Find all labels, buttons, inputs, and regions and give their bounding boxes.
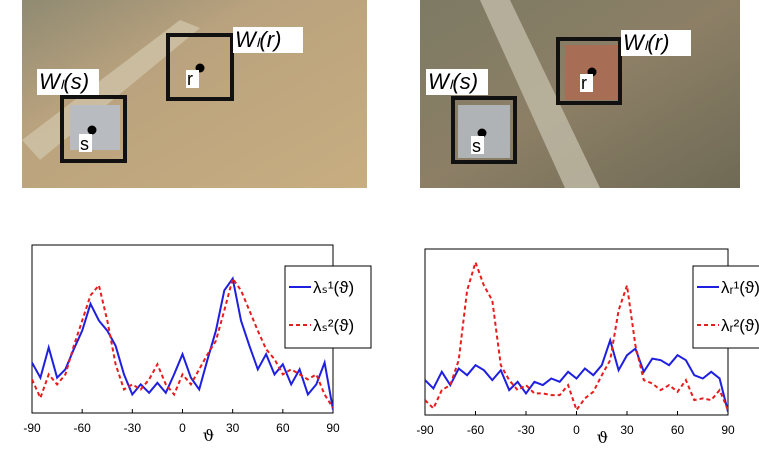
x-tick-label: 60 bbox=[671, 423, 685, 437]
window-label: Wₗ(s) bbox=[39, 69, 89, 94]
window-box bbox=[60, 95, 127, 163]
plot-frame bbox=[31, 244, 334, 414]
windows bbox=[60, 33, 622, 164]
x-tick-label: -30 bbox=[124, 421, 142, 435]
legend-label: λᵣ¹(ϑ) bbox=[721, 278, 759, 297]
label-bg bbox=[580, 74, 593, 92]
label-bg bbox=[426, 69, 488, 95]
point-label: s bbox=[80, 134, 89, 154]
point-dot bbox=[477, 128, 487, 138]
legend-label: λₛ²(ϑ) bbox=[313, 316, 354, 335]
series-line bbox=[425, 259, 728, 413]
x-tick-label: -90 bbox=[23, 421, 41, 435]
legend-box bbox=[284, 265, 372, 349]
road bbox=[480, 0, 600, 188]
label-bg bbox=[621, 30, 691, 56]
window-box bbox=[451, 96, 517, 164]
legend-box bbox=[692, 265, 759, 349]
point-label: r bbox=[187, 69, 193, 89]
x-tick-label: -30 bbox=[517, 423, 535, 437]
window-box bbox=[556, 37, 622, 105]
window-label: Wₗ(r) bbox=[235, 27, 281, 52]
point-label: s bbox=[472, 136, 481, 156]
point-label: r bbox=[581, 73, 587, 93]
x-tick-label: -60 bbox=[73, 421, 91, 435]
point-dot bbox=[87, 125, 97, 135]
window-box bbox=[166, 33, 234, 101]
x-axis-label: ϑ bbox=[597, 428, 608, 447]
label-bg bbox=[233, 27, 303, 53]
x-tick-label: 60 bbox=[276, 421, 290, 435]
window-label: Wₗ(r) bbox=[623, 30, 669, 55]
label-bg bbox=[471, 136, 484, 154]
legend-label: λᵣ²(ϑ) bbox=[721, 316, 759, 335]
series-line bbox=[32, 276, 333, 409]
label-backgrounds bbox=[37, 27, 691, 154]
label-bg bbox=[79, 134, 92, 152]
x-tick-label: 30 bbox=[226, 421, 240, 435]
window-label: Wₗ(s) bbox=[428, 69, 478, 94]
plot-frame bbox=[424, 248, 729, 416]
series-line bbox=[425, 336, 728, 412]
x-tick-label: -90 bbox=[416, 423, 434, 437]
x-tick-label: 0 bbox=[573, 423, 580, 437]
label-bg bbox=[186, 70, 199, 88]
x-tick-label: 30 bbox=[620, 423, 634, 437]
x-tick-label: -60 bbox=[467, 423, 485, 437]
legend-label: λₛ¹(ϑ) bbox=[313, 278, 354, 297]
road bbox=[22, 20, 200, 160]
x-tick-label: 90 bbox=[721, 423, 735, 437]
series-line bbox=[32, 276, 333, 410]
x-axis-label: ϑ bbox=[203, 426, 214, 445]
x-tick-label: 90 bbox=[326, 421, 340, 435]
label-bg bbox=[37, 69, 99, 95]
x-tick-label: 0 bbox=[179, 421, 186, 435]
